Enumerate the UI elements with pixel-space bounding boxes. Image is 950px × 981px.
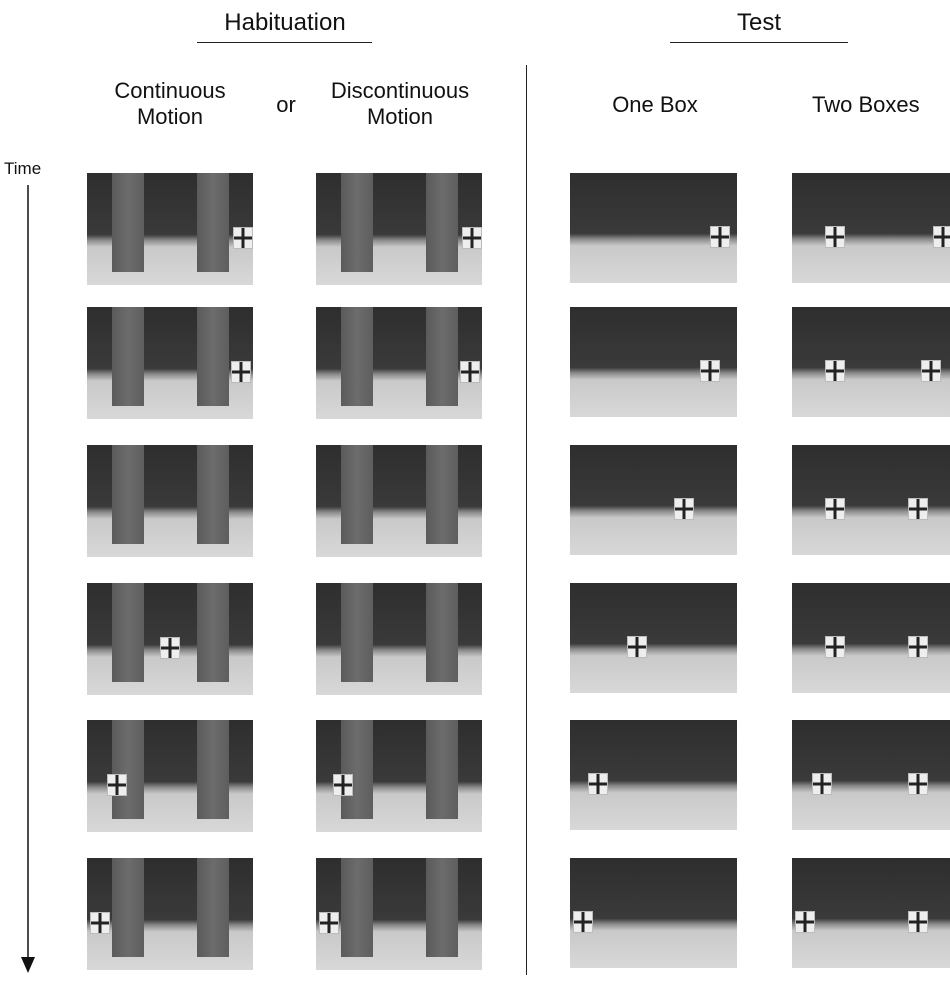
box bbox=[795, 911, 815, 933]
video-frame bbox=[570, 173, 737, 283]
or-label: or bbox=[266, 92, 306, 118]
figure: Habituation Test Continuous Motion or Di… bbox=[0, 0, 950, 981]
box bbox=[933, 226, 950, 248]
occluder bbox=[112, 720, 144, 819]
video-frame bbox=[87, 858, 253, 970]
occluder bbox=[341, 307, 373, 406]
divider bbox=[526, 65, 527, 975]
video-frame bbox=[792, 307, 950, 417]
video-frame bbox=[316, 583, 482, 695]
occluder bbox=[426, 583, 458, 682]
occluder bbox=[112, 173, 144, 272]
video-frame bbox=[570, 720, 737, 830]
video-frame bbox=[792, 720, 950, 830]
video-frame bbox=[316, 307, 482, 419]
box bbox=[231, 361, 251, 383]
box bbox=[908, 911, 928, 933]
occluder bbox=[426, 858, 458, 957]
box bbox=[107, 774, 127, 796]
video-frame bbox=[316, 445, 482, 557]
occluder bbox=[197, 858, 229, 957]
video-frame bbox=[87, 173, 253, 285]
occluder bbox=[426, 173, 458, 272]
box bbox=[908, 773, 928, 795]
box bbox=[825, 226, 845, 248]
occluder bbox=[112, 307, 144, 406]
box bbox=[233, 227, 253, 249]
occluder bbox=[112, 445, 144, 544]
box bbox=[825, 360, 845, 382]
habituation-title: Habituation bbox=[190, 10, 380, 36]
box bbox=[460, 361, 480, 383]
occluder bbox=[197, 583, 229, 682]
video-frame bbox=[570, 583, 737, 693]
time-label: Time bbox=[4, 156, 54, 182]
occluder bbox=[426, 445, 458, 544]
occluder bbox=[341, 720, 373, 819]
occluder bbox=[341, 583, 373, 682]
occluder bbox=[341, 173, 373, 272]
column-label: One Box bbox=[560, 92, 750, 118]
box bbox=[825, 498, 845, 520]
box bbox=[908, 636, 928, 658]
box bbox=[90, 912, 110, 934]
video-frame bbox=[87, 445, 253, 557]
video-frame bbox=[792, 173, 950, 283]
box bbox=[921, 360, 941, 382]
box bbox=[710, 226, 730, 248]
video-frame bbox=[570, 307, 737, 417]
test-title: Test bbox=[670, 10, 848, 36]
occluder bbox=[341, 858, 373, 957]
occluder bbox=[341, 445, 373, 544]
column-label: Two Boxes bbox=[780, 92, 950, 118]
box bbox=[333, 774, 353, 796]
video-frame bbox=[87, 307, 253, 419]
occluder bbox=[197, 307, 229, 406]
occluder bbox=[426, 720, 458, 819]
occluder bbox=[112, 583, 144, 682]
video-frame bbox=[316, 858, 482, 970]
occluder bbox=[197, 445, 229, 544]
video-frame bbox=[570, 445, 737, 555]
box bbox=[573, 911, 593, 933]
video-frame bbox=[792, 445, 950, 555]
box bbox=[908, 498, 928, 520]
box bbox=[160, 637, 180, 659]
occluder bbox=[197, 720, 229, 819]
box bbox=[627, 636, 647, 658]
video-frame bbox=[570, 858, 737, 968]
video-frame bbox=[87, 583, 253, 695]
box bbox=[588, 773, 608, 795]
underline bbox=[670, 42, 848, 43]
column-label: Discontinuous Motion bbox=[310, 78, 490, 130]
occluder bbox=[426, 307, 458, 406]
box bbox=[462, 227, 482, 249]
time-arrow bbox=[17, 185, 39, 975]
occluder bbox=[197, 173, 229, 272]
video-frame bbox=[87, 720, 253, 832]
box bbox=[674, 498, 694, 520]
underline bbox=[197, 42, 372, 43]
video-frame bbox=[792, 858, 950, 968]
video-frame bbox=[316, 720, 482, 832]
column-label: Continuous Motion bbox=[80, 78, 260, 130]
box bbox=[700, 360, 720, 382]
box bbox=[825, 636, 845, 658]
box bbox=[812, 773, 832, 795]
occluder bbox=[112, 858, 144, 957]
video-frame bbox=[316, 173, 482, 285]
box bbox=[319, 912, 339, 934]
video-frame bbox=[792, 583, 950, 693]
